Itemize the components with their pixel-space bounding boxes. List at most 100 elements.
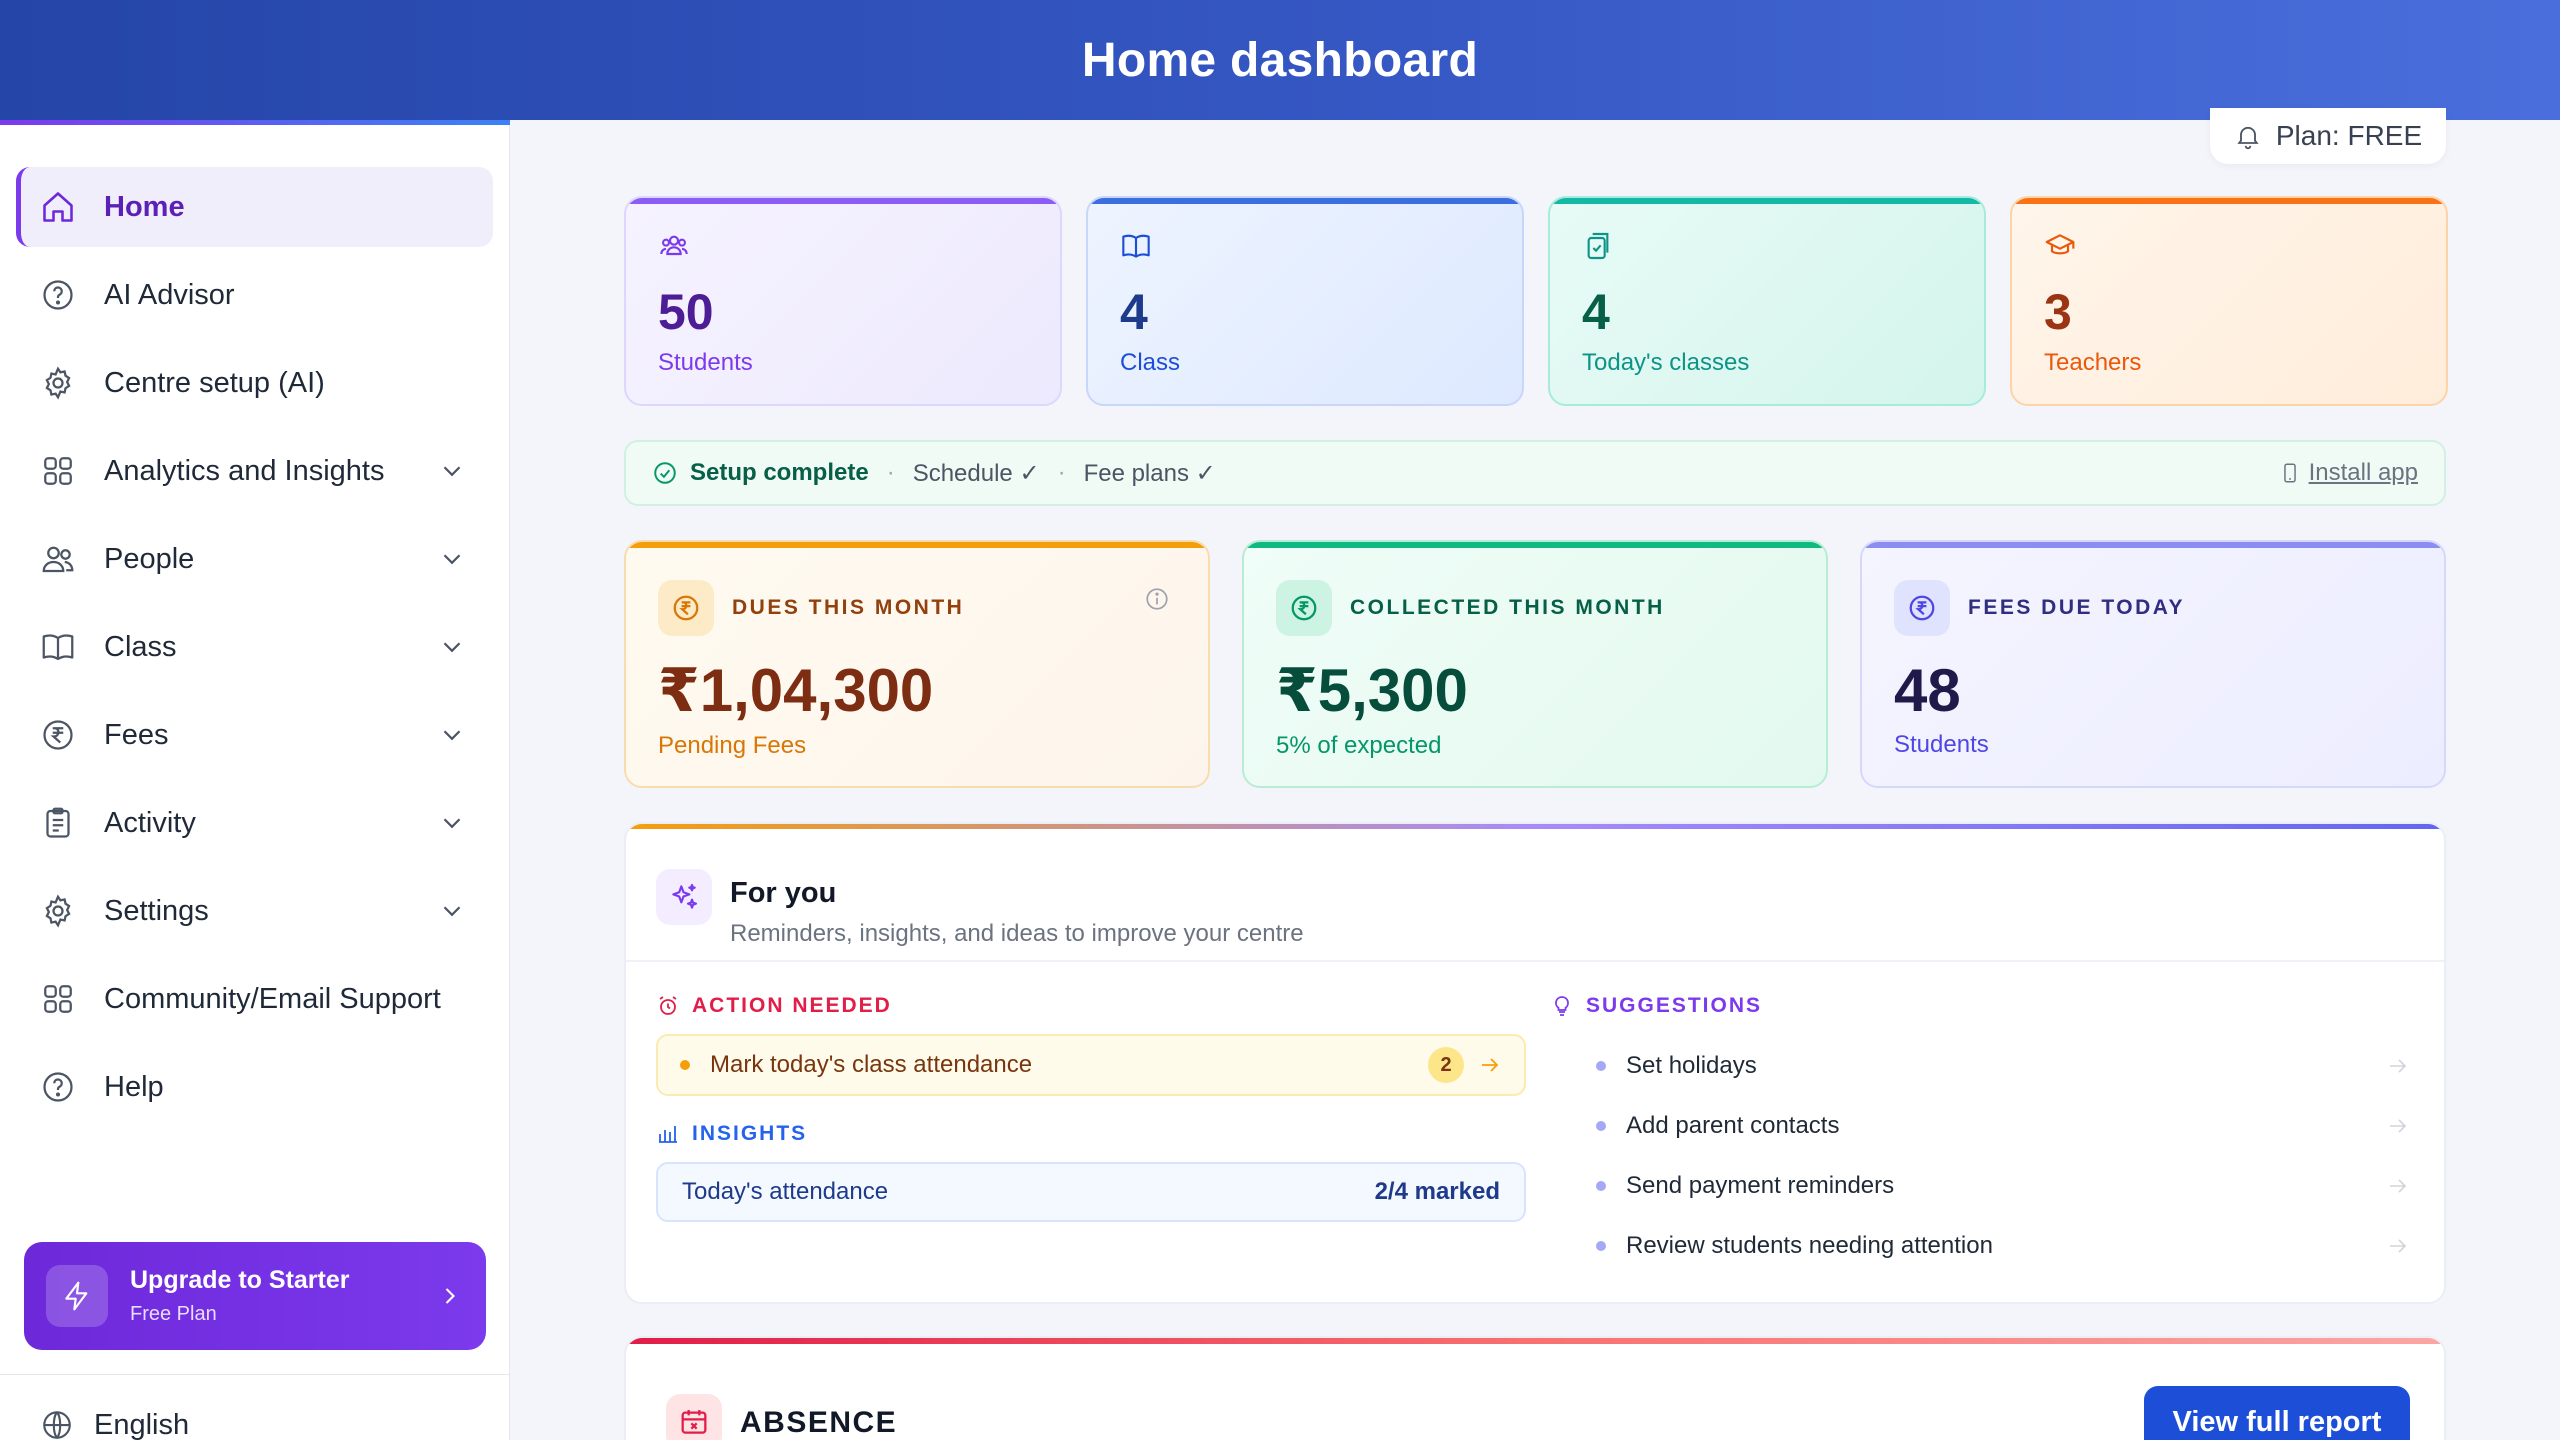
- fee-card-title: DUES THIS MONTH: [732, 596, 965, 619]
- sidebar-item-label: Community/Email Support: [104, 982, 441, 1015]
- stat-card-class[interactable]: 4 Class: [1086, 196, 1524, 406]
- check-circle-icon: [654, 462, 676, 484]
- fee-card-dues[interactable]: DUES THIS MONTH ₹1,04,300 Pending Fees: [624, 540, 1210, 788]
- rupee-circle-icon: [40, 717, 76, 753]
- view-full-report-button[interactable]: View full report: [2144, 1386, 2410, 1440]
- sidebar-item-label: Activity: [104, 806, 196, 839]
- sidebar-nav: Home AI Advisor Centre setup (AI) Analyt…: [0, 125, 509, 1127]
- stat-card-todays-classes[interactable]: 4 Today's classes: [1548, 196, 1986, 406]
- fee-card-value: ₹5,300: [1276, 657, 1468, 724]
- fee-card-value: 48: [1894, 657, 1961, 724]
- suggestions-text: SUGGESTIONS: [1586, 994, 1763, 1017]
- action-needed-text: ACTION NEEDED: [692, 994, 892, 1017]
- phone-icon: [2283, 463, 2296, 483]
- fee-card-due-today[interactable]: FEES DUE TODAY 48 Students: [1860, 540, 2446, 788]
- language-label: English: [94, 1408, 190, 1440]
- bullet-dot: [1596, 1181, 1606, 1191]
- book-icon: [1122, 234, 1150, 258]
- sidebar-item-label: Fees: [104, 718, 169, 751]
- sidebar-item-people[interactable]: People: [16, 519, 493, 599]
- sidebar-item-ai-advisor[interactable]: AI Advisor: [16, 255, 493, 335]
- chevron-down-icon: [443, 730, 461, 741]
- plan-indicator[interactable]: Plan: FREE: [2210, 108, 2446, 164]
- lightbulb-icon: [1555, 996, 1569, 1016]
- suggestion-item[interactable]: Review students needing attention: [1570, 1220, 2410, 1272]
- absence-panel: ABSENCE View full report: [624, 1336, 2446, 1440]
- for-you-header: For you Reminders, insights, and ideas t…: [626, 824, 2444, 962]
- top-header: Home dashboard: [0, 0, 2560, 120]
- sidebar-item-home[interactable]: Home: [16, 167, 493, 247]
- grid-icon: [40, 981, 76, 1017]
- suggestion-item[interactable]: Send payment reminders: [1570, 1160, 2410, 1212]
- stat-card-students[interactable]: 50 Students: [624, 196, 1062, 406]
- sidebar-divider: [0, 1374, 510, 1375]
- fee-card-collected[interactable]: COLLECTED THIS MONTH ₹5,300 5% of expect…: [1242, 540, 1828, 788]
- action-item-attendance[interactable]: Mark today's class attendance 2: [656, 1034, 1526, 1096]
- setup-status: Setup complete: [690, 459, 869, 486]
- stat-card-teachers[interactable]: 3 Teachers: [2010, 196, 2448, 406]
- arrow-right-icon: [1482, 1058, 1499, 1072]
- fee-card-title: FEES DUE TODAY: [1968, 596, 2186, 619]
- chevron-down-icon: [443, 554, 461, 565]
- globe-icon: [43, 1411, 71, 1439]
- rupee-circle-icon: [1276, 580, 1332, 636]
- chevron-down-icon: [443, 906, 461, 917]
- suggestion-text: Set holidays: [1626, 1052, 1757, 1079]
- chevron-down-icon: [443, 818, 461, 829]
- for-you-heading: For you Reminders, insights, and ideas t…: [730, 877, 1304, 948]
- setup-status-bar: Setup complete · Schedule ✓ · Fee plans …: [624, 440, 2446, 506]
- users-icon: [40, 541, 76, 577]
- insight-value: 2/4 marked: [1374, 1178, 1500, 1205]
- sidebar-item-settings[interactable]: Settings: [16, 871, 493, 951]
- sparkles-icon: [656, 869, 712, 925]
- fee-card-value: ₹1,04,300: [658, 657, 934, 724]
- gear-icon: [40, 893, 76, 929]
- insights-text: INSIGHTS: [692, 1122, 808, 1145]
- for-you-title: For you: [730, 876, 837, 909]
- language-selector[interactable]: English: [40, 1408, 189, 1440]
- insight-text: Today's attendance: [682, 1178, 889, 1205]
- rupee-circle-icon: [658, 580, 714, 636]
- clipboard-check-icon: [1587, 232, 1609, 260]
- fee-card-subtitle: 5% of expected: [1276, 732, 1442, 759]
- suggestion-text: Send payment reminders: [1626, 1172, 1895, 1199]
- alarm-icon: [659, 996, 677, 1015]
- sidebar-item-fees[interactable]: Fees: [16, 695, 493, 775]
- upgrade-button[interactable]: Upgrade to Starter Free Plan: [24, 1242, 486, 1350]
- stat-value: 4: [1582, 284, 1610, 340]
- suggestion-text: Review students needing attention: [1626, 1232, 1993, 1259]
- info-icon[interactable]: [1144, 586, 1170, 612]
- lightning-icon: [46, 1265, 108, 1327]
- action-item-text: Mark today's class attendance: [710, 1051, 1033, 1078]
- fee-card-subtitle: Students: [1894, 731, 1989, 758]
- insight-attendance[interactable]: Today's attendance 2/4 marked: [656, 1162, 1526, 1222]
- sidebar: Home AI Advisor Centre setup (AI) Analyt…: [0, 120, 510, 1440]
- suggestion-item[interactable]: Add parent contacts: [1570, 1100, 2410, 1152]
- fee-card-subtitle: Pending Fees: [658, 732, 807, 759]
- sidebar-item-centre-setup[interactable]: Centre setup (AI): [16, 343, 493, 423]
- setup-item-fee-plans: Fee plans ✓: [1083, 459, 1216, 487]
- stat-value: 50: [658, 284, 714, 340]
- arrow-right-icon: [2390, 1059, 2407, 1073]
- question-circle-icon: [40, 277, 76, 313]
- chevron-down-icon: [443, 642, 461, 653]
- stat-value: 4: [1120, 284, 1148, 340]
- sidebar-item-help[interactable]: Help: [16, 1047, 493, 1127]
- sidebar-item-label: AI Advisor: [104, 278, 235, 311]
- for-you-subtitle: Reminders, insights, and ideas to improv…: [730, 919, 1304, 947]
- install-app-link[interactable]: Install app: [2279, 459, 2418, 487]
- suggestion-item[interactable]: Set holidays: [1570, 1040, 2410, 1092]
- sidebar-item-label: People: [104, 542, 195, 575]
- sidebar-item-label: Class: [104, 630, 177, 663]
- calendar-x-icon: [666, 1394, 722, 1440]
- fee-card-title: COLLECTED THIS MONTH: [1350, 596, 1665, 619]
- sidebar-item-analytics[interactable]: Analytics and Insights: [16, 431, 493, 511]
- upgrade-subtitle: Free Plan: [130, 1303, 217, 1325]
- bullet-dot: [680, 1060, 690, 1070]
- graduation-cap-icon: [2045, 234, 2075, 255]
- sidebar-item-support[interactable]: Community/Email Support: [16, 959, 493, 1039]
- bar-chart-icon: [659, 1126, 677, 1143]
- sidebar-item-activity[interactable]: Activity: [16, 783, 493, 863]
- sidebar-item-class[interactable]: Class: [16, 607, 493, 687]
- bullet-dot: [1596, 1241, 1606, 1251]
